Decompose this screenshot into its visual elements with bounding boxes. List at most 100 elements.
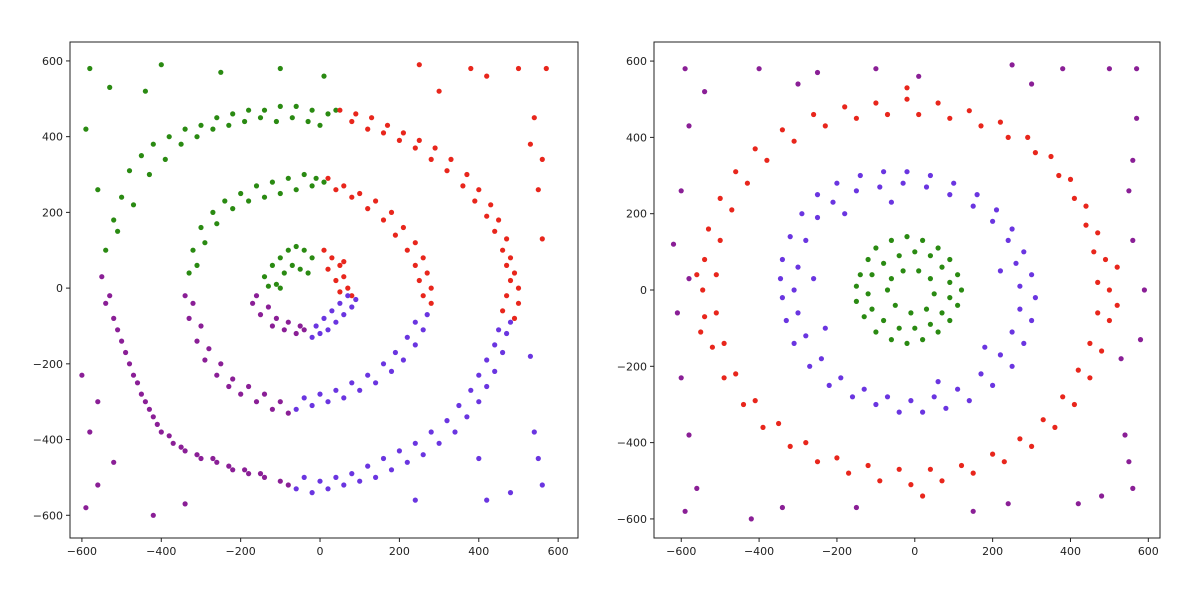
scatter-point — [982, 344, 988, 350]
scatter-point — [476, 187, 482, 193]
scatter-point — [345, 285, 351, 291]
scatter-point — [309, 490, 315, 496]
y-tick-label: 400 — [626, 131, 647, 144]
scatter-point — [424, 312, 430, 318]
scatter-point — [293, 330, 299, 337]
scatter-point — [95, 187, 101, 193]
scatter-point — [776, 420, 782, 427]
scatter-point — [783, 317, 789, 324]
scatter-point — [939, 478, 945, 484]
scatter-point — [978, 123, 984, 129]
scatter-point — [1134, 115, 1140, 121]
scatter-point — [242, 467, 248, 473]
scatter-point — [791, 340, 797, 346]
scatter-point — [210, 455, 216, 462]
scatter-point — [760, 424, 766, 430]
scatter-point — [230, 467, 236, 473]
scatter-point — [881, 317, 887, 324]
scatter-point — [853, 283, 859, 289]
scatter-point — [305, 118, 311, 125]
y-tick-label: −200 — [33, 358, 63, 371]
scatter-point — [779, 295, 785, 301]
scatter-point — [1130, 237, 1136, 243]
scatter-point — [253, 183, 260, 189]
scatter-point — [884, 287, 891, 293]
scatter-point — [682, 66, 688, 72]
scatter-point — [83, 505, 89, 511]
scatter-point — [444, 418, 450, 424]
scatter-point — [111, 459, 117, 465]
scatter-point — [261, 107, 268, 113]
scatter-point — [404, 247, 410, 253]
scatter-point — [380, 217, 387, 223]
scatter-point — [436, 88, 442, 94]
scatter-point — [384, 122, 391, 128]
scatter-point — [873, 401, 879, 408]
scatter-point — [317, 330, 323, 337]
x-axis-ticks: −600 −400 −200 0 200 400 600 — [67, 538, 569, 558]
scatter-point — [416, 277, 422, 284]
scatter-point — [686, 123, 692, 129]
scatter-point — [888, 337, 894, 343]
scatter-point — [246, 107, 252, 113]
scatter-point — [293, 243, 299, 250]
scatter-point — [908, 310, 914, 316]
scatter-point — [814, 192, 821, 198]
scatter-point — [717, 195, 723, 201]
scatter-point — [1005, 501, 1011, 507]
scatter-point — [686, 276, 692, 282]
scatter-point — [365, 463, 371, 469]
scatter-point — [79, 372, 85, 378]
scatter-point — [226, 383, 232, 390]
scatter-point — [682, 508, 688, 514]
scatter-point — [543, 65, 549, 72]
scatter-point — [325, 399, 331, 405]
scatter-point — [900, 180, 906, 186]
scatter-point — [853, 115, 859, 121]
x-tick-label: 400 — [1060, 545, 1081, 558]
scatter-point — [955, 386, 961, 392]
scatter-point — [83, 126, 89, 132]
scatter-point — [246, 383, 252, 390]
scatter-point — [138, 153, 144, 159]
scatter-point — [1075, 501, 1081, 507]
scatter-point — [448, 156, 454, 162]
scatter-point — [186, 315, 192, 321]
data-points — [79, 62, 549, 518]
scatter-point — [1106, 287, 1112, 293]
scatter-point — [881, 169, 887, 175]
scatter-point — [380, 455, 387, 462]
scatter-point — [849, 394, 856, 400]
scatter-point — [970, 470, 976, 476]
scatter-point — [468, 65, 474, 72]
scatter-point — [803, 237, 809, 243]
scatter-point — [842, 104, 848, 110]
scatter-point — [115, 327, 121, 333]
scatter-point — [904, 169, 910, 175]
scatter-point — [527, 353, 534, 359]
scatter-point — [496, 217, 502, 223]
scatter-point — [412, 319, 418, 325]
scatter-point — [997, 268, 1003, 274]
scatter-point — [777, 276, 784, 282]
scatter-point — [99, 274, 105, 280]
scatter-point — [178, 444, 184, 450]
scatter-point — [380, 361, 387, 367]
scatter-point — [947, 279, 953, 285]
scatter-point — [420, 293, 426, 299]
scatter-point — [888, 199, 894, 205]
scatter-point — [333, 277, 339, 284]
scatter-point — [904, 85, 910, 91]
scatter-point — [400, 130, 406, 136]
scatter-point — [261, 474, 268, 480]
y-tick-label: 600 — [42, 55, 63, 68]
scatter-point — [349, 471, 355, 477]
scatter-point — [884, 394, 891, 400]
scatter-point — [504, 262, 510, 268]
scatter-point — [752, 398, 758, 404]
scatter-point — [997, 119, 1003, 125]
y-tick-label: −600 — [617, 513, 647, 526]
scatter-point — [194, 452, 200, 458]
scatter-point — [892, 302, 898, 308]
scatter-point — [1087, 375, 1093, 381]
